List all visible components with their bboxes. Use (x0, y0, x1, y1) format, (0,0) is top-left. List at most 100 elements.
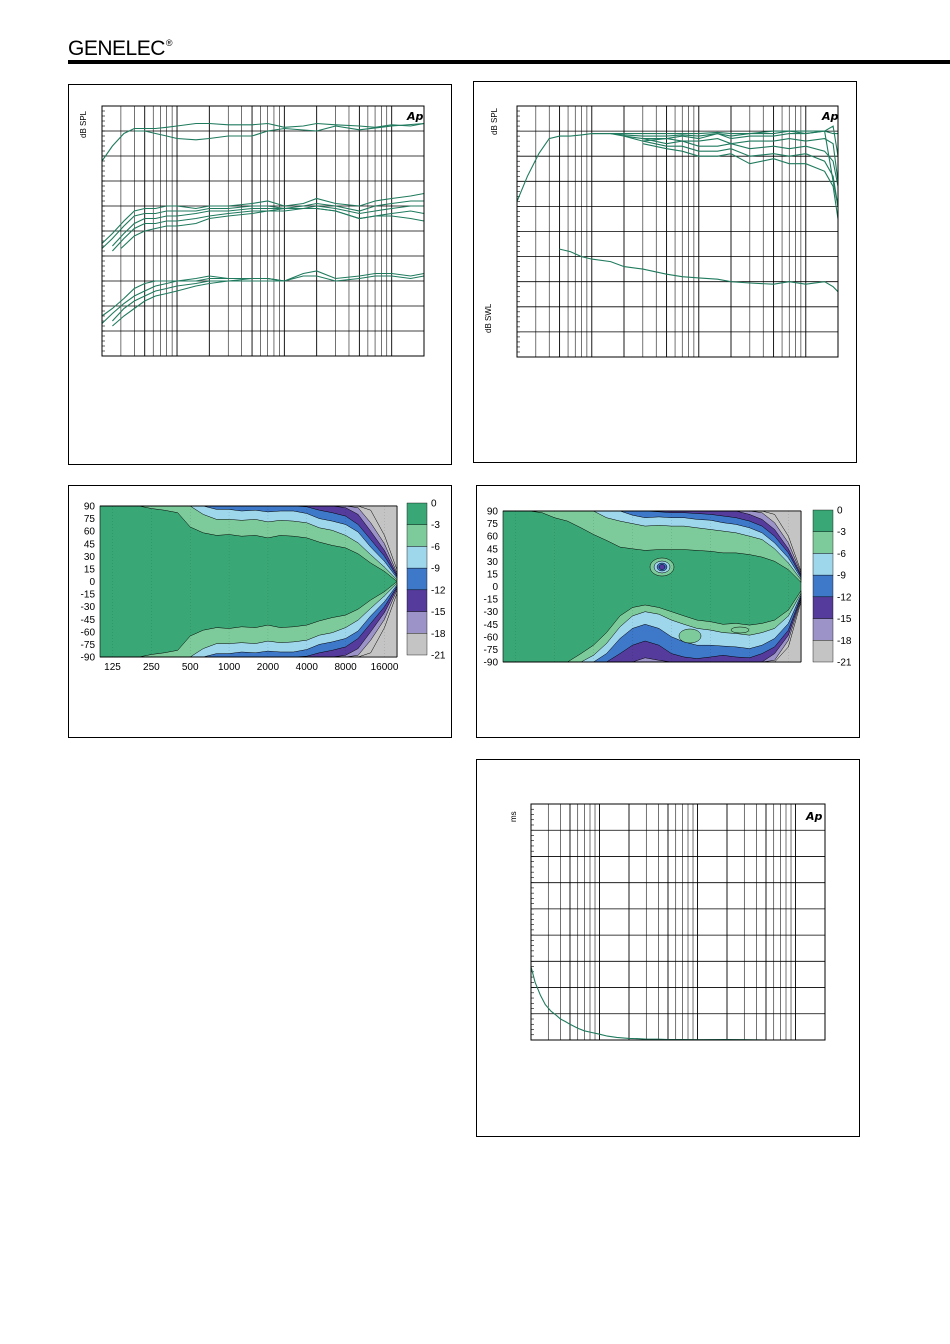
scale-swatch (406, 546, 428, 569)
response-series-1 (134, 122, 425, 141)
header-rule (68, 60, 950, 64)
group-delay-chart: ms Ap (509, 803, 826, 1041)
scale-label: -12 (431, 585, 446, 596)
y-tick-label: 30 (487, 557, 499, 568)
scale-swatch (812, 509, 834, 532)
off-axis-response-chart: dB SPL dB SWL Ap (484, 105, 839, 358)
scale-label: -15 (431, 607, 446, 618)
scale-swatch (812, 596, 834, 619)
scale-swatch (812, 640, 834, 663)
x-tick-label: 16000 (371, 662, 399, 673)
plot-border (530, 803, 826, 1041)
ap-watermark: Ap (805, 810, 823, 823)
scale-swatch (406, 633, 428, 656)
scale-swatch (812, 574, 834, 598)
y-tick-label: 0 (492, 582, 498, 593)
panel-frame-4 (476, 485, 860, 738)
off-axis-series-2 (610, 125, 839, 157)
contour-island (730, 626, 750, 634)
y-tick-label: 90 (487, 507, 499, 518)
scale-label: 0 (431, 499, 437, 510)
y-tick-label: -60 (484, 632, 499, 643)
group-delay-series-0 (530, 966, 825, 1041)
panel-frame-5 (476, 759, 860, 1137)
y-tick-label: 30 (84, 552, 96, 563)
y-tick-label: -30 (81, 602, 96, 613)
scale-swatch (812, 553, 834, 576)
y-tick-label: 75 (84, 514, 96, 525)
plot-border (99, 505, 398, 658)
x-tick-label: 125 (104, 662, 121, 673)
panel-frame-2 (473, 81, 857, 463)
panel-frame-3 (68, 485, 452, 738)
x-tick-label: 1000 (218, 662, 241, 673)
y-tick-label: 75 (487, 519, 499, 530)
y-tick-label: -30 (484, 607, 499, 618)
x-tick-label: 4000 (296, 662, 319, 673)
response-series-8 (101, 275, 425, 324)
off-axis-series-6 (642, 143, 839, 219)
y-tick-label: -75 (81, 640, 96, 651)
off-axis-series-0 (516, 130, 838, 202)
ap-watermark: Ap (821, 110, 839, 123)
y-tick-label: -90 (484, 658, 499, 669)
off-axis-series-5 (642, 140, 839, 207)
response-series-2 (101, 192, 425, 244)
scale-swatch (406, 611, 428, 634)
y-tick-label: 60 (84, 527, 96, 538)
y-tick-label: 60 (487, 532, 499, 543)
y-tick-label: -15 (484, 595, 499, 606)
y-tick-label: 45 (84, 539, 96, 550)
y-axis-label: dB SPL (79, 110, 88, 138)
response-series-10 (112, 280, 285, 327)
scale-label: -12 (837, 592, 852, 603)
scale-swatch (812, 531, 834, 554)
off-axis-series-3 (623, 135, 839, 182)
y-axis-label: ms (509, 811, 518, 822)
ap-watermark: Ap (406, 110, 424, 123)
scale-label: -15 (837, 614, 852, 625)
frequency-response-chart: dB SPL Ap (79, 105, 425, 357)
y-tick-label: 45 (487, 544, 499, 555)
scale-label: -3 (431, 520, 440, 531)
y-tick-label: -45 (81, 615, 96, 626)
scale-label: -9 (431, 564, 440, 575)
off-axis-series-7 (559, 248, 839, 293)
y-axis-label-swl: dB SWL (484, 303, 493, 333)
scale-swatch (406, 524, 428, 547)
scale-label: -6 (431, 542, 440, 553)
y-tick-label: -60 (81, 627, 96, 638)
plot-border (516, 105, 839, 358)
response-series-4 (111, 205, 424, 247)
scale-label: -6 (837, 549, 846, 560)
scale-label: -18 (431, 629, 446, 640)
plot-border (101, 105, 425, 357)
y-tick-label: -15 (81, 590, 96, 601)
x-tick-label: 2000 (257, 662, 280, 673)
response-series-9 (111, 277, 285, 322)
response-series-0 (101, 122, 425, 162)
panel-frame-1 (68, 84, 452, 465)
response-series-5 (111, 207, 425, 252)
scale-label: -3 (837, 527, 846, 538)
scale-swatch (406, 567, 428, 591)
x-tick-label: 500 (182, 662, 199, 673)
y-tick-label: 15 (84, 564, 96, 575)
y-tick-label: -90 (81, 653, 96, 664)
y-tick-label: -75 (484, 645, 499, 656)
genelec-logo: GENELEC® (68, 37, 173, 60)
y-tick-label: -45 (484, 620, 499, 631)
contour-island (678, 628, 702, 644)
response-series-3 (101, 200, 424, 249)
contour-island (658, 564, 666, 570)
x-tick-label: 8000 (334, 662, 357, 673)
x-tick-label: 250 (143, 662, 160, 673)
scale-label: 0 (837, 506, 843, 517)
scale-swatch (812, 618, 834, 641)
plot-border (502, 510, 802, 663)
scale-swatch (406, 502, 428, 525)
scale-label: -9 (837, 571, 846, 582)
